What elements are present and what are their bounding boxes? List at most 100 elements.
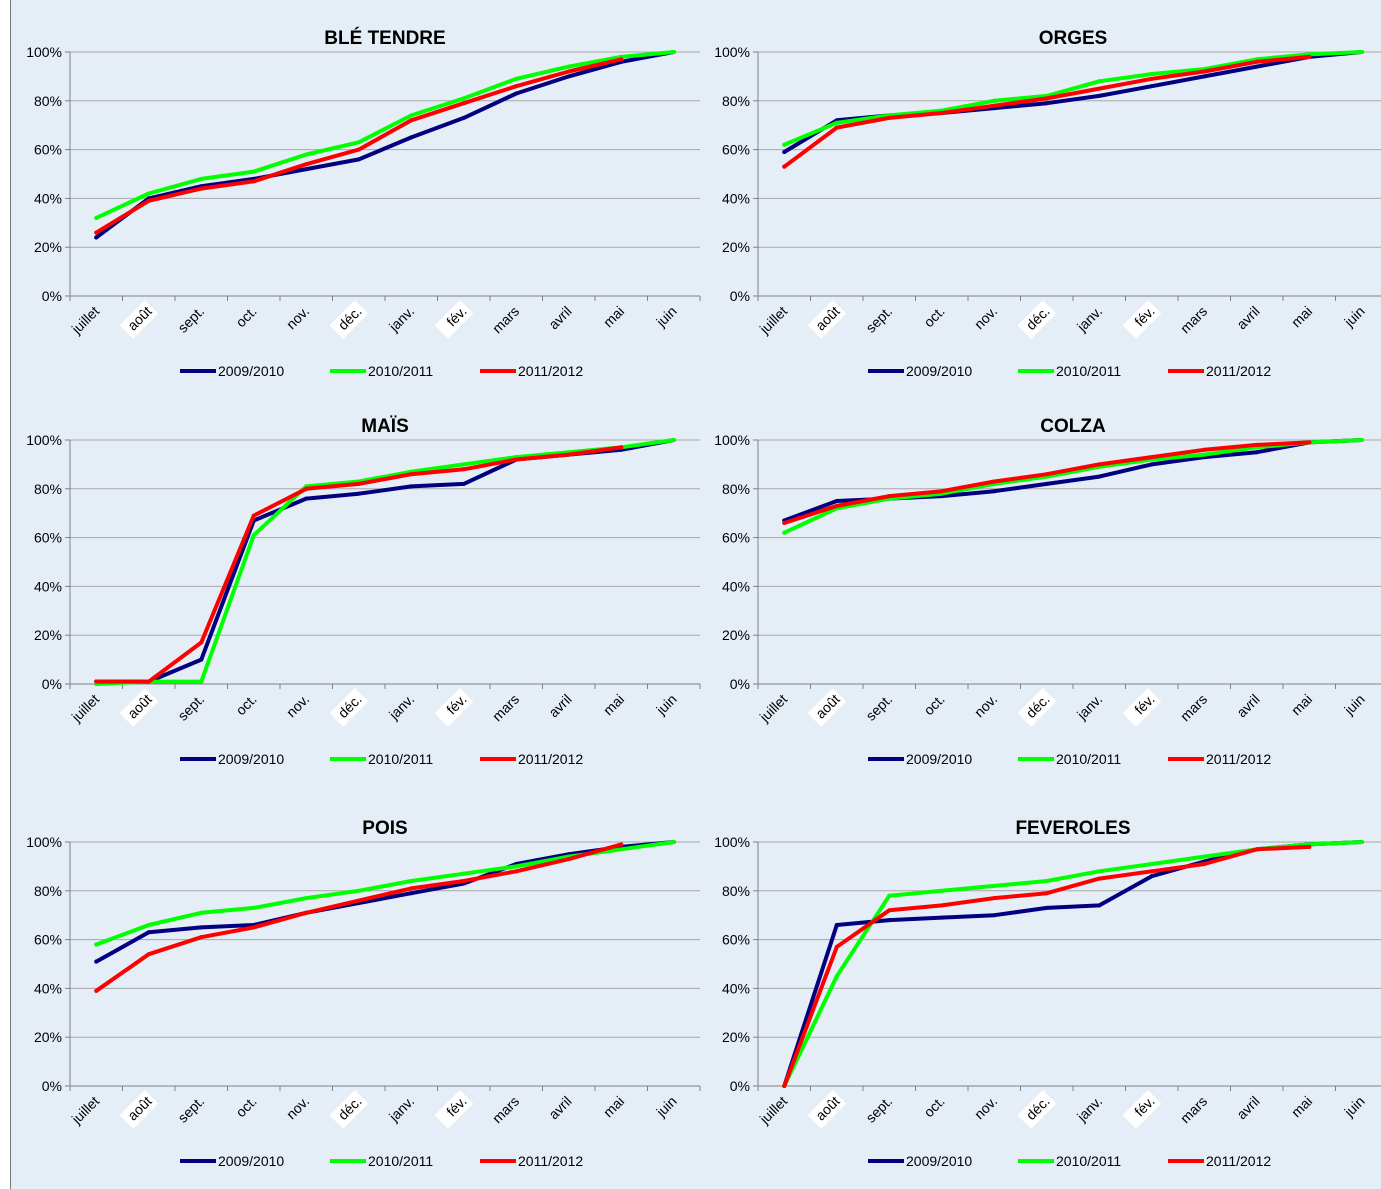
x-tick-label: sept. [862, 691, 895, 724]
data-point-2011-2012 [1202, 861, 1207, 866]
data-point-2009-2010 [1044, 481, 1049, 486]
x-tick-label: mars [489, 691, 522, 724]
data-point-2011-2012 [304, 910, 309, 915]
chart-title: FEVEROLES [1015, 818, 1130, 839]
x-tick-7: fév. [434, 1090, 474, 1129]
x-tick-label: janv. [385, 303, 417, 335]
x-tick-9: avril [545, 303, 574, 332]
x-tick-label: mai [600, 691, 627, 718]
legend-item-2011-2012: 2011/2012 [480, 1153, 583, 1169]
x-tick-label: janv. [385, 691, 417, 723]
data-point-2010-2011 [199, 910, 204, 915]
x-tick-11: juin [1340, 1093, 1367, 1120]
data-point-2009-2010 [461, 481, 466, 486]
x-tick-1: août [119, 300, 159, 339]
x-tick-5: déc. [329, 688, 369, 727]
legend-item-2009-2010: 2009/2010 [868, 751, 972, 767]
data-point-2011-2012 [992, 479, 997, 484]
data-point-2009-2010 [782, 150, 787, 155]
data-point-2010-2011 [251, 533, 256, 538]
y-tick-label: 60% [34, 530, 62, 546]
y-tick-label: 80% [722, 883, 750, 899]
x-tick-label: avril [1233, 691, 1262, 720]
x-tick-highlight [434, 1090, 474, 1129]
legend-item-2009-2010: 2009/2010 [180, 1153, 284, 1169]
y-tick-label: 60% [722, 142, 750, 158]
x-tick-label: nov. [283, 1093, 312, 1122]
y-tick-label: 80% [722, 481, 750, 497]
x-tick-1: août [119, 688, 159, 727]
x-tick-highlight [329, 688, 369, 727]
data-point-2010-2011 [251, 905, 256, 910]
x-tick-7: fév. [1122, 688, 1162, 727]
y-tick-label: 0% [42, 1078, 62, 1094]
data-point-2011-2012 [1149, 869, 1154, 874]
data-point-2010-2011 [304, 152, 309, 157]
legend-item-2011-2012: 2011/2012 [480, 751, 583, 767]
data-point-2011-2012 [251, 925, 256, 930]
legend-label: 2009/2010 [218, 363, 284, 379]
data-point-2010-2011 [94, 215, 99, 220]
x-tick-9: avril [1233, 691, 1262, 720]
data-point-2010-2011 [834, 120, 839, 125]
x-tick-8: mars [1177, 1093, 1210, 1126]
x-tick-6: janv. [385, 691, 417, 723]
data-point-2011-2012 [1254, 59, 1259, 64]
x-tick-highlight [119, 1090, 159, 1129]
x-tick-4: nov. [283, 1093, 312, 1122]
chart-title: MAÏS [361, 416, 409, 437]
legend-item-2011-2012: 2011/2012 [1168, 363, 1271, 379]
y-tick-label: 40% [722, 980, 750, 996]
x-tick-label: avril [545, 691, 574, 720]
data-point-2011-2012 [939, 111, 944, 115]
x-tick-11: juin [1340, 303, 1367, 330]
data-point-2009-2010 [1254, 64, 1259, 69]
series-line-2009-2010 [94, 840, 676, 964]
x-tick-7: fév. [434, 688, 474, 727]
x-tick-highlight [1017, 1090, 1057, 1129]
x-tick-label: nov. [971, 303, 1000, 332]
x-tick-10: mai [600, 1093, 627, 1120]
x-tick-3: oct. [920, 303, 947, 330]
data-point-2010-2011 [461, 871, 466, 876]
x-tick-10: mai [600, 303, 627, 330]
x-tick-label: oct. [920, 1093, 947, 1120]
data-point-2010-2011 [939, 888, 944, 893]
data-point-2011-2012 [887, 494, 892, 499]
data-point-2010-2011 [461, 96, 466, 101]
x-tick-7: fév. [434, 300, 474, 339]
x-tick-label: oct. [232, 691, 259, 718]
data-point-2011-2012 [461, 101, 466, 106]
data-point-2011-2012 [1202, 69, 1207, 74]
y-tick-label: 20% [34, 627, 62, 643]
data-point-2009-2010 [94, 959, 99, 964]
data-point-2011-2012 [619, 842, 624, 847]
data-point-2011-2012 [146, 198, 151, 203]
x-tick-highlight [434, 688, 474, 727]
data-point-2010-2011 [1097, 79, 1102, 84]
x-tick-5: déc. [329, 1090, 369, 1129]
x-tick-9: avril [1233, 303, 1262, 332]
data-point-2010-2011 [199, 176, 204, 181]
x-tick-3: oct. [232, 1093, 259, 1120]
data-point-2011-2012 [834, 125, 839, 130]
x-tick-0: juillet [756, 691, 791, 726]
data-point-2011-2012 [566, 452, 571, 457]
y-tick-label: 20% [722, 239, 750, 255]
x-tick-label: janv. [1073, 1093, 1105, 1125]
legend-item-2010-2011: 2010/2011 [1018, 363, 1121, 379]
data-point-2011-2012 [619, 57, 624, 62]
y-tick-label: 100% [714, 432, 750, 448]
data-point-2011-2012 [409, 886, 414, 891]
data-point-2011-2012 [514, 457, 519, 462]
x-tick-label: janv. [385, 1093, 417, 1125]
x-tick-0: juillet [68, 303, 103, 338]
data-point-2011-2012 [251, 179, 256, 184]
x-tick-label: janv. [1073, 691, 1105, 723]
x-tick-3: oct. [232, 303, 259, 330]
data-point-2009-2010 [1202, 74, 1207, 79]
x-tick-8: mars [489, 1093, 522, 1126]
y-tick-label: 60% [722, 530, 750, 546]
data-point-2010-2011 [992, 98, 997, 103]
